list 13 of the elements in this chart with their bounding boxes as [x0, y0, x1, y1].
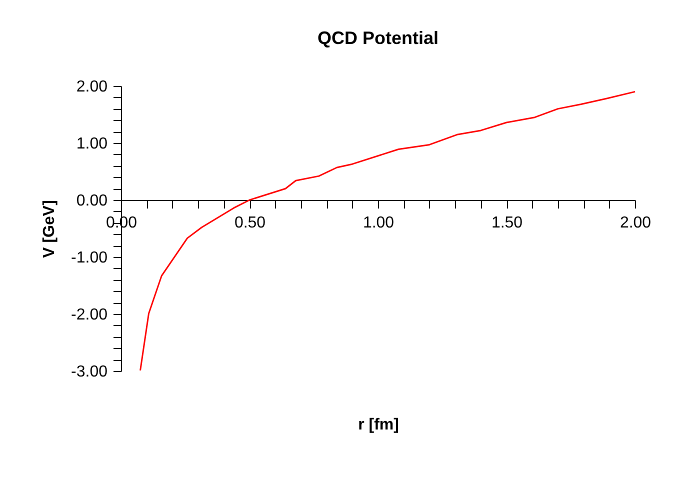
y-tick-label: -3.00: [71, 364, 108, 380]
x-axis-title: r [fm]: [358, 416, 399, 434]
y-tick-label: -2.00: [71, 306, 108, 324]
x-tick-label: 0.50: [234, 214, 266, 232]
y-tick-label: 2.00: [76, 78, 108, 96]
x-tick-label: 1.50: [491, 214, 523, 232]
y-tick-label: 0.00: [76, 192, 108, 210]
x-tick-label: 2.00: [620, 214, 652, 232]
y-tick-label: -1.00: [71, 250, 108, 266]
y-tick-label: 1.00: [76, 136, 108, 152]
y-axis-title: V [GeV]: [41, 200, 58, 258]
chart-title: QCD Potential: [317, 28, 439, 48]
x-tick-label: 1.00: [362, 214, 394, 232]
